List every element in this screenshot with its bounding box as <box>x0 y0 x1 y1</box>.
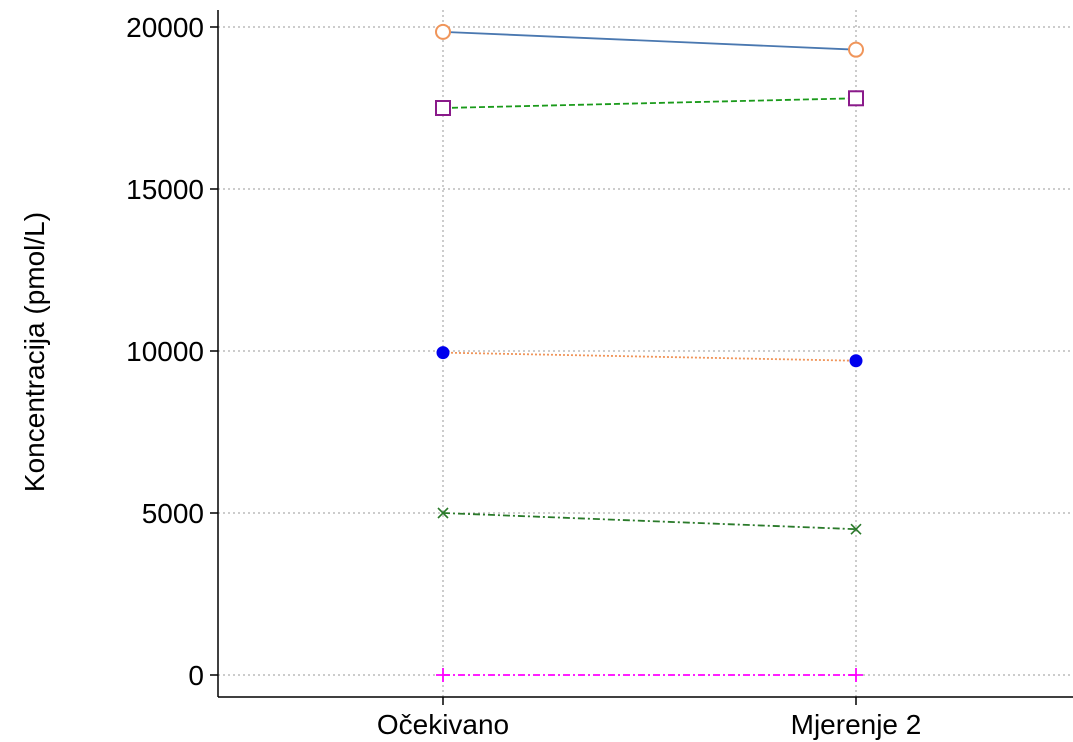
data-point <box>435 23 451 40</box>
y-tick-label: 20000 <box>126 12 204 43</box>
data-point <box>849 354 863 368</box>
series-2 <box>436 346 863 368</box>
data-point <box>849 668 863 682</box>
y-ticks: 0 5000 10000 15000 20000 <box>126 12 218 691</box>
x-tick-label: Mjerenje 2 <box>791 709 922 740</box>
data-point <box>848 90 864 107</box>
data-point <box>436 668 450 682</box>
x-tick-label: Očekivano <box>377 709 509 740</box>
series-0 <box>435 23 864 58</box>
y-tick-label: 5000 <box>142 498 204 529</box>
axes <box>217 10 1073 698</box>
grid <box>218 10 1073 697</box>
y-tick-label: 0 <box>188 660 204 691</box>
y-tick-label: 15000 <box>126 174 204 205</box>
series-3 <box>437 507 862 535</box>
y-axis-label: Koncentracija (pmol/L) <box>19 212 50 492</box>
series-4 <box>436 668 863 682</box>
series-line <box>442 30 857 51</box>
data-point <box>435 100 451 116</box>
series-line <box>442 97 857 109</box>
series-line <box>442 351 857 362</box>
x-ticks: Očekivano Mjerenje 2 <box>377 697 922 740</box>
data-point <box>436 346 450 360</box>
data-point <box>437 507 449 519</box>
y-tick-label: 10000 <box>126 336 204 367</box>
data-point <box>850 523 862 535</box>
series-1 <box>435 90 864 116</box>
data-point <box>848 41 864 58</box>
series-line <box>442 512 857 531</box>
series <box>435 23 864 682</box>
